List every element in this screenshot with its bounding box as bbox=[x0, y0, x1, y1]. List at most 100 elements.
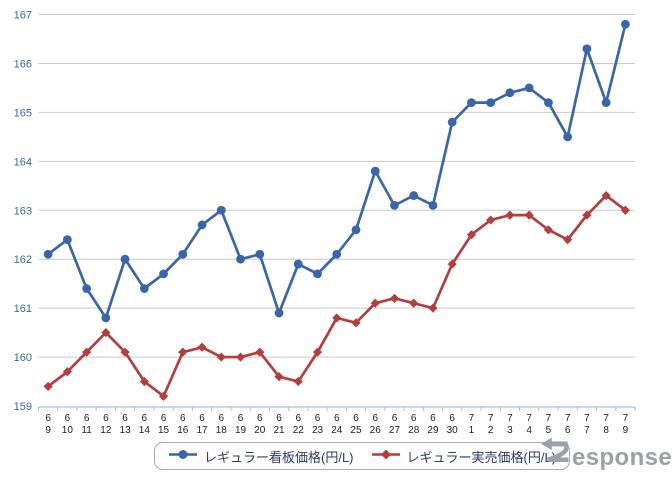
x-axis-month-label: 7 bbox=[526, 413, 532, 424]
data-point-diamond bbox=[216, 352, 226, 362]
data-point-diamond bbox=[543, 225, 554, 235]
x-axis-month-label: 7 bbox=[469, 413, 475, 424]
x-axis-day-label: 5 bbox=[546, 425, 552, 436]
x-axis-month-label: 6 bbox=[122, 413, 128, 424]
data-point-circle bbox=[332, 249, 342, 259]
x-axis-month-label: 6 bbox=[219, 413, 225, 424]
x-axis-month-label: 6 bbox=[392, 413, 398, 424]
x-axis-day-label: 3 bbox=[507, 425, 513, 436]
data-point-circle bbox=[582, 44, 592, 54]
data-point-circle bbox=[216, 205, 226, 215]
x-axis-day-label: 27 bbox=[389, 425, 401, 436]
data-point-circle bbox=[544, 98, 553, 107]
data-point-diamond bbox=[505, 210, 515, 220]
x-axis-month-label: 7 bbox=[546, 413, 552, 424]
data-point-circle bbox=[82, 284, 92, 293]
data-point-diamond bbox=[139, 376, 149, 387]
x-axis-month-label: 6 bbox=[45, 413, 51, 424]
data-point-circle bbox=[351, 225, 361, 235]
x-axis-month-label: 7 bbox=[488, 413, 494, 424]
data-point-diamond bbox=[312, 347, 323, 357]
x-axis-day-label: 29 bbox=[427, 425, 439, 436]
data-point-circle bbox=[447, 117, 457, 127]
x-axis-day-label: 8 bbox=[603, 425, 609, 436]
y-axis-tick-label: 163 bbox=[14, 205, 32, 217]
y-axis-tick-label: 167 bbox=[14, 10, 32, 22]
data-point-diamond bbox=[389, 293, 400, 303]
x-axis-day-label: 9 bbox=[45, 425, 51, 436]
x-axis-month-label: 6 bbox=[295, 413, 301, 424]
data-point-diamond bbox=[235, 352, 246, 362]
blue-circle-line-marker-icon bbox=[168, 447, 198, 465]
data-point-diamond bbox=[43, 381, 53, 392]
x-axis-month-label: 7 bbox=[565, 413, 571, 424]
data-point-diamond bbox=[82, 347, 92, 357]
x-axis-month-label: 6 bbox=[142, 413, 148, 424]
x-axis-day-label: 22 bbox=[293, 425, 305, 436]
data-point-circle bbox=[409, 191, 419, 200]
x-axis-month-label: 6 bbox=[449, 413, 455, 424]
x-axis-month-label: 6 bbox=[161, 413, 167, 424]
response-logo-text: esponse. bbox=[572, 444, 672, 471]
x-axis-month-label: 6 bbox=[65, 413, 71, 424]
data-point-diamond bbox=[601, 190, 611, 201]
series-line-1 bbox=[46, 194, 627, 398]
data-point-diamond bbox=[486, 215, 496, 225]
y-axis-tick-label: 160 bbox=[14, 352, 32, 364]
x-axis-month-label: 6 bbox=[84, 413, 90, 424]
data-point-diamond bbox=[370, 298, 380, 308]
x-axis-day-label: 12 bbox=[100, 425, 112, 436]
chart-legend: レギュラー看板価格(円/L) レギュラー実売価格(円/L) bbox=[154, 442, 571, 470]
x-axis-day-label: 30 bbox=[447, 425, 459, 436]
data-point-diamond bbox=[274, 372, 284, 382]
data-point-diamond bbox=[101, 327, 111, 338]
data-point-diamond bbox=[293, 376, 303, 387]
series-line-0 bbox=[46, 22, 627, 320]
data-point-diamond bbox=[409, 298, 419, 308]
x-axis-day-label: 11 bbox=[81, 425, 92, 436]
x-axis-day-label: 16 bbox=[177, 425, 189, 436]
data-point-diamond bbox=[178, 347, 188, 357]
y-axis-tick-label: 159 bbox=[14, 401, 32, 413]
red-diamond-line-marker-icon bbox=[371, 447, 401, 465]
x-axis-day-label: 4 bbox=[526, 425, 532, 436]
data-point-circle bbox=[255, 249, 265, 259]
legend-label-actual-price: レギュラー実売価格(円/L) bbox=[406, 449, 557, 465]
legend-label-signboard-price: レギュラー看板価格(円/L) bbox=[204, 449, 354, 465]
response-logo-arrow-r-icon bbox=[541, 436, 571, 471]
x-axis-month-label: 6 bbox=[372, 413, 378, 424]
data-point-circle bbox=[313, 269, 322, 279]
x-axis-day-label: 15 bbox=[158, 425, 170, 436]
x-axis-month-label: 7 bbox=[603, 413, 609, 424]
x-axis-month-label: 6 bbox=[430, 413, 436, 424]
data-point-circle bbox=[486, 98, 496, 107]
data-point-circle bbox=[178, 249, 188, 259]
line-chart: 1591601611621631641651661676961061161261… bbox=[14, 10, 636, 436]
x-axis-day-label: 26 bbox=[370, 425, 382, 436]
x-axis-month-label: 6 bbox=[103, 413, 109, 424]
x-axis-day-label: 10 bbox=[62, 425, 74, 436]
x-axis-month-label: 6 bbox=[315, 413, 321, 424]
data-point-circle bbox=[43, 249, 53, 259]
data-point-circle bbox=[601, 98, 611, 107]
x-axis-month-label: 6 bbox=[334, 413, 340, 424]
x-axis-month-label: 6 bbox=[353, 413, 359, 424]
data-point-diamond bbox=[62, 367, 72, 377]
x-axis-month-label: 7 bbox=[623, 413, 629, 424]
x-axis-day-label: 18 bbox=[216, 425, 228, 436]
y-axis-tick-label: 162 bbox=[14, 254, 32, 266]
x-axis-day-label: 17 bbox=[196, 425, 208, 436]
y-axis-tick-label: 161 bbox=[14, 303, 32, 315]
x-axis-day-label: 9 bbox=[623, 425, 629, 436]
data-point-circle bbox=[390, 200, 399, 210]
data-point-circle bbox=[563, 132, 573, 142]
legend-item-actual-price: レギュラー実売価格(円/L) bbox=[371, 447, 557, 466]
data-point-circle bbox=[236, 254, 245, 264]
data-point-circle bbox=[505, 88, 515, 98]
data-point-circle bbox=[62, 235, 72, 245]
data-point-diamond bbox=[563, 235, 573, 245]
x-axis-day-label: 25 bbox=[350, 425, 362, 436]
x-axis-month-label: 6 bbox=[238, 413, 244, 424]
data-point-circle bbox=[428, 200, 438, 210]
